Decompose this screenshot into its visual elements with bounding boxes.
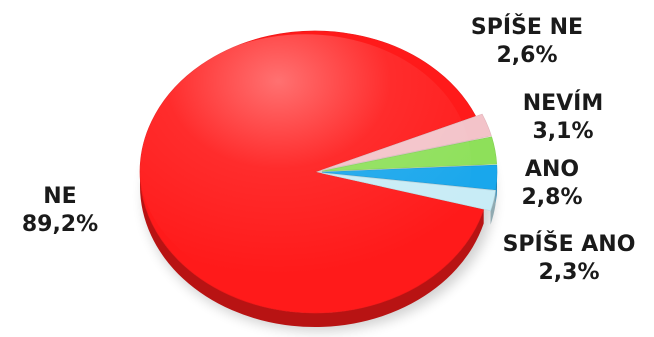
slice-side-spise-ano [490, 190, 496, 225]
slice-value-ano: 2,8% [521, 185, 583, 210]
slice-value-spise-ano: 2,3% [538, 260, 600, 285]
slice-value-ne: 89,2% [21, 212, 99, 237]
slice-value-spise-ne: 2,6% [496, 43, 558, 68]
pie-highlight [138, 34, 472, 294]
slice-name-spise-ne: SPÍŠE NE [470, 15, 584, 40]
slice-name-nevim: NEVÍM [522, 91, 604, 116]
slice-value-nevim: 3,1% [532, 119, 594, 144]
slice-side-ano [495, 172, 497, 204]
slice-name-ano: ANO [524, 157, 580, 182]
slice-name-ne: NE [43, 184, 77, 209]
slice-label-spise-ne: SPÍŠE NE 2,6% [452, 14, 602, 70]
slice-label-ne: NE 89,2% [2, 183, 118, 239]
slice-label-ano: ANO 2,8% [512, 156, 592, 212]
slice-name-spise-ano: SPÍŠE ANO [502, 232, 636, 257]
slice-label-nevim: NEVÍM 3,1% [508, 90, 618, 146]
slice-label-spise-ano: SPÍŠE ANO 2,3% [486, 231, 652, 287]
